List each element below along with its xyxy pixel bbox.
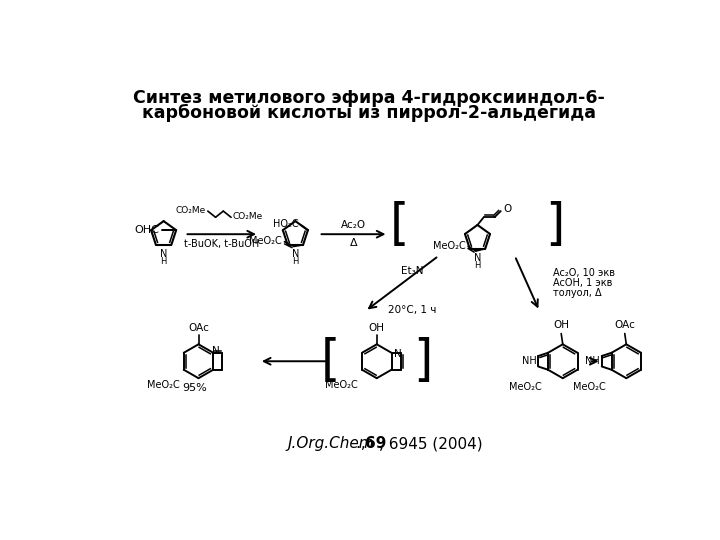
- Text: OHC: OHC: [134, 225, 159, 235]
- Text: NH: NH: [521, 356, 536, 366]
- Text: MeO₂C: MeO₂C: [572, 382, 606, 392]
- Text: HO₂C: HO₂C: [273, 219, 299, 229]
- Text: N: N: [160, 249, 167, 259]
- Text: H: H: [292, 257, 299, 266]
- Text: 20°C, 1 ч: 20°C, 1 ч: [388, 305, 437, 315]
- Text: толуол, Δ: толуол, Δ: [554, 288, 602, 298]
- Text: [: [: [390, 201, 410, 249]
- Text: N: N: [474, 253, 481, 264]
- Text: MeO₂C: MeO₂C: [147, 381, 180, 390]
- Text: Δ: Δ: [350, 239, 357, 248]
- Text: .,: .,: [356, 436, 371, 451]
- Text: MeO₂C: MeO₂C: [248, 236, 282, 246]
- Text: MeO₂C: MeO₂C: [433, 241, 466, 251]
- Text: H: H: [474, 261, 481, 270]
- Text: , 6945 (2004): , 6945 (2004): [379, 436, 482, 451]
- Text: t-BuOK, t-BuOH: t-BuOK, t-BuOH: [184, 239, 259, 249]
- Text: J.Org.Chem: J.Org.Chem: [287, 436, 374, 451]
- Text: OH: OH: [369, 323, 384, 333]
- Text: карбоновой кислоты из пиррол-2-альдегида: карбоновой кислоты из пиррол-2-альдегида: [142, 104, 596, 122]
- Text: 95%: 95%: [182, 383, 207, 393]
- Text: CO₂Me: CO₂Me: [176, 206, 206, 215]
- Text: [: [: [320, 338, 340, 385]
- Text: Ac₂O: Ac₂O: [341, 220, 366, 230]
- Text: ]: ]: [413, 338, 433, 385]
- Text: Et₃N: Et₃N: [401, 266, 423, 276]
- Text: NH: NH: [585, 356, 600, 366]
- Text: ]: ]: [545, 201, 564, 249]
- Text: N: N: [394, 349, 402, 359]
- Text: N: N: [212, 346, 220, 356]
- Text: N: N: [292, 249, 299, 259]
- Text: MeO₂C: MeO₂C: [509, 382, 541, 392]
- Text: O: O: [503, 204, 511, 214]
- Text: OAc: OAc: [614, 320, 635, 330]
- Text: Синтез метилового эфира 4-гидроксииндол-6-: Синтез метилового эфира 4-гидроксииндол-…: [133, 89, 605, 107]
- Text: Ac₂O, 10 экв: Ac₂O, 10 экв: [554, 268, 616, 278]
- Text: AcOH, 1 экв: AcOH, 1 экв: [554, 278, 613, 288]
- Text: 69: 69: [365, 436, 387, 451]
- Text: OAc: OAc: [188, 323, 209, 333]
- Text: CO₂Me: CO₂Me: [233, 212, 263, 221]
- Text: OH: OH: [553, 320, 570, 330]
- Text: MeO₂C: MeO₂C: [325, 381, 358, 390]
- Text: H: H: [161, 257, 167, 266]
